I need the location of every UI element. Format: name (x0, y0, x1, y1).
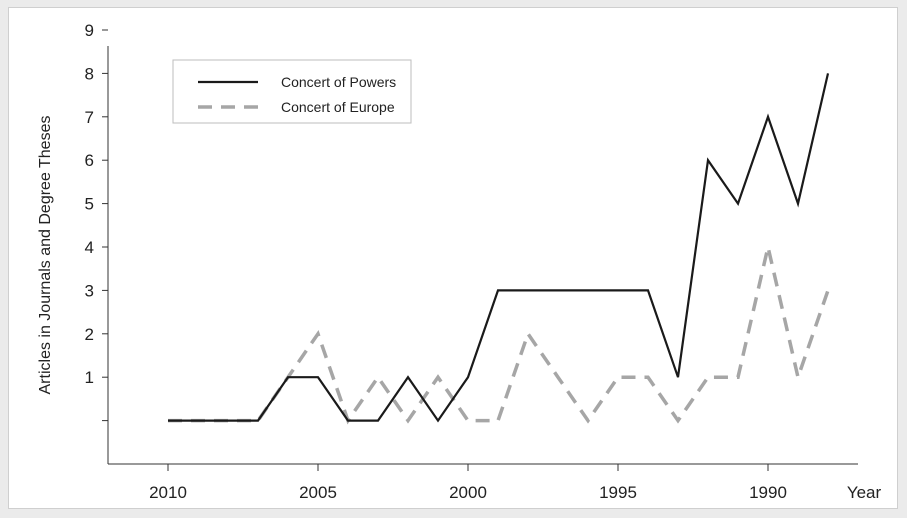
series-layer (168, 73, 830, 425)
x-axis-title: Year (847, 483, 882, 502)
y-tick-label: 8 (85, 64, 94, 83)
x-tick-label: 1990 (749, 483, 787, 502)
legend-label-concert-of-europe: Concert of Europe (281, 99, 395, 115)
x-tick-label: 2005 (299, 483, 337, 502)
legend-label-concert-of-powers: Concert of Powers (281, 74, 396, 90)
y-tick-label: 3 (85, 281, 94, 300)
y-tick-label: 1 (85, 368, 94, 387)
y-tick-label: 9 (85, 21, 94, 40)
x-tick-label: 1995 (599, 483, 637, 502)
legend: Concert of Powers Concert of Europe (172, 59, 412, 124)
x-ticks: 2010 2005 2000 1995 1990 (149, 464, 787, 502)
series-line-concert-of-europe (168, 246, 830, 425)
y-tick-label: 5 (85, 195, 94, 214)
y-tick-label: 7 (85, 108, 94, 127)
legend-box (172, 59, 412, 124)
x-tick-label: 2010 (149, 483, 187, 502)
y-ticks: 1 2 3 4 5 6 7 8 9 (85, 21, 108, 422)
series-line-concert-of-powers (168, 73, 830, 423)
chart-frame (8, 7, 898, 509)
y-tick-label: 4 (85, 238, 94, 257)
y-tick-label: 2 (85, 325, 94, 344)
y-axis-title: Articles in Journals and Degree Theses (37, 116, 54, 395)
x-tick-label: 2000 (449, 483, 487, 502)
y-tick-label: 6 (85, 151, 94, 170)
